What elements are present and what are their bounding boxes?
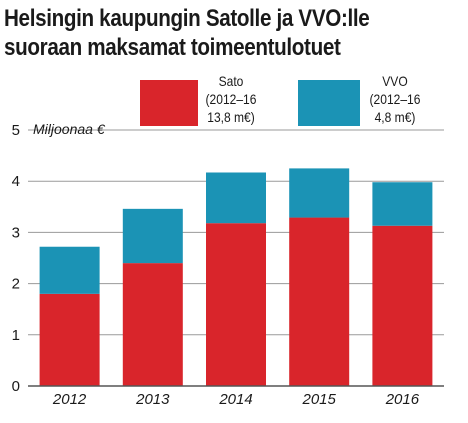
y-tick-label: 1 xyxy=(12,327,20,344)
legend-swatch-vvo xyxy=(298,80,360,126)
y-tick-label: 4 xyxy=(12,173,20,190)
x-axis-ticks: 2012 2013 2014 2015 2016 xyxy=(52,391,420,408)
legend-label-vvo: VVO (2012–16 4,8 m€) xyxy=(367,72,424,126)
bar-sato-2013 xyxy=(122,263,183,386)
legend-label-sato: Sato (2012–16 13,8 m€) xyxy=(204,72,257,126)
legend-label-sato-line-1: Sato xyxy=(218,73,244,89)
bar-vvo-2016 xyxy=(372,182,433,226)
x-tick-label: 2016 xyxy=(385,391,420,408)
bar-sato-2015 xyxy=(289,217,350,386)
y-tick-label: 2 xyxy=(12,276,20,293)
bar-sato-2016 xyxy=(372,225,433,386)
y-tick-label: 5 xyxy=(12,122,20,139)
bar-vvo-2013 xyxy=(122,208,183,264)
x-tick-label: 2015 xyxy=(302,391,337,408)
chart-title: Helsingin kaupungin Satolle ja VVO:lle s… xyxy=(4,4,400,62)
bar-vvo-2015 xyxy=(289,168,350,218)
legend: Sato (2012–16 13,8 m€) VVO (2012–16 4,8 … xyxy=(0,0,468,130)
legend-swatch-sato xyxy=(140,80,198,126)
bar-vvo-2014 xyxy=(206,172,266,224)
x-tick-label: 2013 xyxy=(135,391,170,408)
bar-vvo-2012 xyxy=(39,246,100,294)
y-axis-ticks: 0 1 2 3 4 5 xyxy=(12,122,20,395)
bar-sato-2014 xyxy=(206,223,266,386)
chart-title-line-1: Helsingin kaupungin Satolle ja VVO:lle xyxy=(4,5,370,32)
x-tick-label: 2012 xyxy=(52,391,87,408)
legend-label-sato-line-2: (2012–16 xyxy=(205,91,257,107)
chart-title-line-2: suoraan maksamat toimeentulotuet xyxy=(4,34,341,61)
y-axis-label: Miljoonaa € xyxy=(33,121,106,137)
legend-label-vvo-line-2: (2012–16 xyxy=(369,91,421,107)
legend-label-vvo-line-1: VVO xyxy=(382,73,408,89)
bars xyxy=(39,168,433,386)
legend-label-sato-line-3: 13,8 m€) xyxy=(207,109,255,125)
y-tick-label: 0 xyxy=(12,378,20,395)
legend-label-vvo-line-3: 4,8 m€) xyxy=(374,109,416,125)
x-tick-label: 2014 xyxy=(218,391,252,408)
y-tick-label: 3 xyxy=(12,224,20,241)
bar-sato-2012 xyxy=(39,293,100,386)
